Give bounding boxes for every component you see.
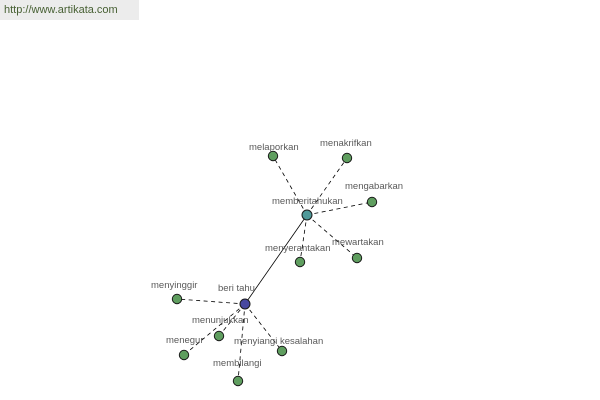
svg-text:menegur: menegur — [166, 335, 204, 346]
svg-text:beri tahu: beri tahu — [218, 283, 255, 294]
svg-text:menyiangi kesalahan: menyiangi kesalahan — [234, 336, 323, 347]
svg-text:mewartakan: mewartakan — [332, 237, 384, 248]
svg-text:membilangi: membilangi — [213, 358, 262, 369]
svg-text:memberitahukan: memberitahukan — [272, 196, 343, 207]
svg-text:mengabarkan: mengabarkan — [345, 181, 403, 192]
svg-text:menyerantakan: menyerantakan — [265, 243, 330, 254]
svg-text:melaporkan: melaporkan — [249, 142, 299, 153]
svg-text:menakrifkan: menakrifkan — [320, 138, 372, 149]
svg-text:menyinggir: menyinggir — [151, 280, 197, 291]
svg-text:menunjukkan: menunjukkan — [192, 315, 249, 326]
